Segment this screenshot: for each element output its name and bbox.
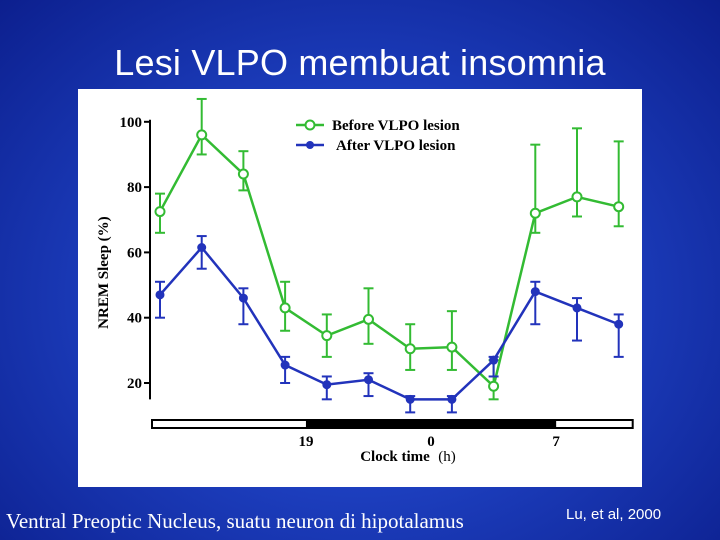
data-point xyxy=(155,290,165,300)
y-tick-label: 100 xyxy=(120,115,143,131)
x-tick-label: 19 xyxy=(298,434,313,450)
y-tick-label: 60 xyxy=(127,245,142,261)
citation: Lu, et al, 2000 xyxy=(566,506,662,523)
x-axis-unit: (h) xyxy=(438,449,456,465)
data-point xyxy=(529,207,541,219)
data-point xyxy=(447,394,457,404)
y-tick-label: 40 xyxy=(127,311,142,327)
legend-marker xyxy=(304,119,316,131)
data-point xyxy=(322,380,332,390)
dark-period-bar xyxy=(305,420,557,428)
data-point xyxy=(154,206,166,218)
data-point xyxy=(197,243,207,253)
data-point xyxy=(446,341,458,353)
data-point xyxy=(572,303,582,313)
series-line xyxy=(158,132,619,389)
data-point xyxy=(279,302,291,314)
data-point xyxy=(196,129,208,141)
x-tick-label: 7 xyxy=(552,434,560,450)
data-point xyxy=(613,201,625,213)
data-point xyxy=(321,330,333,342)
legend-label: Before VLPO lesion xyxy=(332,118,460,134)
y-tick-label: 80 xyxy=(127,180,142,196)
slide-caption: Ventral Preoptic Nucleus, suatu neuron d… xyxy=(6,509,464,533)
slide-title: Lesi VLPO membuat insomnia xyxy=(114,42,606,83)
data-point xyxy=(571,191,583,203)
data-point xyxy=(237,168,249,180)
y-tick-label: 20 xyxy=(127,376,142,392)
data-point xyxy=(614,319,624,329)
data-point xyxy=(530,287,540,297)
series-line xyxy=(159,245,620,401)
data-point xyxy=(238,293,248,303)
x-tick-label: 0 xyxy=(427,434,435,450)
data-point xyxy=(488,380,500,392)
nrem-sleep-chart: 20 40 60 80 100 NREM Sleep (%) 19 0 7 Clock time (… xyxy=(96,97,634,465)
legend-label: After VLPO lesion xyxy=(336,138,456,154)
data-point xyxy=(404,343,416,355)
data-point xyxy=(489,355,499,365)
data-point xyxy=(280,360,290,370)
legend-marker xyxy=(306,141,314,149)
data-point xyxy=(364,375,373,385)
chart-panel: 20 40 60 80 100 NREM Sleep (%) 19 0 7 Clock time (… xyxy=(78,89,642,487)
data-point xyxy=(363,313,374,325)
x-axis-label: Clock time xyxy=(360,449,430,465)
y-axis-label: NREM Sleep (%) xyxy=(96,216,112,329)
data-point xyxy=(405,394,415,404)
